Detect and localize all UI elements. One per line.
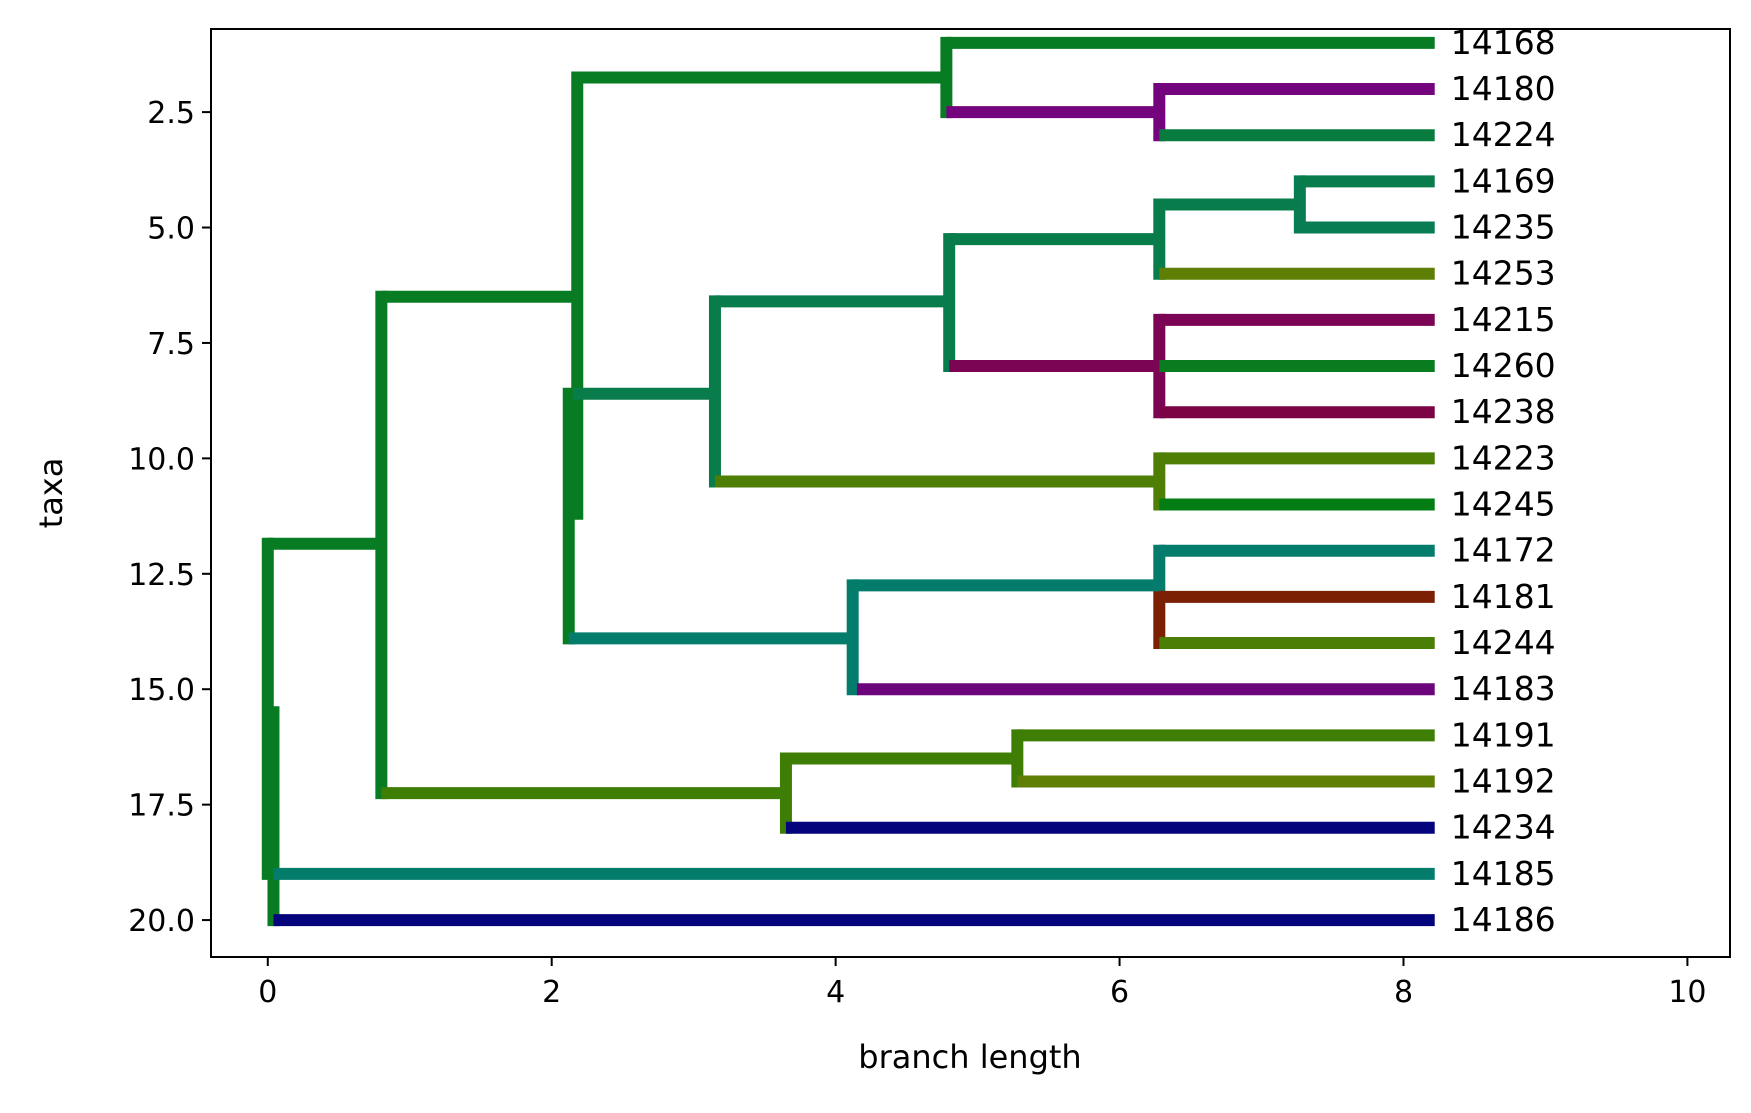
leaf-label: 14183 bbox=[1451, 669, 1556, 708]
leaf-label: 14253 bbox=[1451, 254, 1556, 293]
y-tick-label: 7.5 bbox=[147, 327, 195, 362]
leaf-label: 14238 bbox=[1451, 392, 1556, 431]
y-axis-ticks: 2.5 5.0 7.5 10.0 12.5 15.0 17.5 20.0 bbox=[128, 96, 211, 939]
branch-lines bbox=[261, 36, 1435, 927]
y-tick-label: 20.0 bbox=[128, 904, 195, 939]
leaf-label: 14169 bbox=[1451, 161, 1556, 200]
leaf-label: 14172 bbox=[1451, 531, 1556, 570]
leaf-label: 14244 bbox=[1451, 623, 1556, 662]
leaf-label: 14215 bbox=[1451, 300, 1556, 339]
x-tick-label: 0 bbox=[258, 975, 277, 1010]
x-tick-label: 6 bbox=[1110, 975, 1129, 1010]
y-tick-label: 17.5 bbox=[128, 789, 195, 824]
x-tick-label: 2 bbox=[542, 975, 561, 1010]
leaf-label: 14186 bbox=[1451, 900, 1556, 939]
leaf-label: 14180 bbox=[1451, 69, 1556, 108]
y-tick-label: 5.0 bbox=[147, 212, 195, 247]
leaf-label: 14192 bbox=[1451, 762, 1556, 801]
y-tick-label: 12.5 bbox=[128, 558, 195, 593]
y-tick-label: 15.0 bbox=[128, 673, 195, 708]
leaf-label: 14224 bbox=[1451, 115, 1556, 154]
y-tick-label: 10.0 bbox=[128, 442, 195, 477]
leaf-label: 14223 bbox=[1451, 438, 1556, 477]
y-tick-label: 2.5 bbox=[147, 96, 195, 131]
leaf-label: 14181 bbox=[1451, 577, 1556, 616]
x-axis-ticks: 0 2 4 6 8 10 bbox=[258, 957, 1707, 1010]
leaf-label: 14235 bbox=[1451, 208, 1556, 247]
y-axis-label: taxa bbox=[32, 458, 70, 529]
x-tick-label: 8 bbox=[1394, 975, 1413, 1010]
x-axis-label: branch length bbox=[858, 1038, 1081, 1076]
plot-frame bbox=[210, 28, 1731, 958]
leaf-labels: 1416814180142241416914235142531421514260… bbox=[1451, 23, 1556, 939]
leaf-label: 14191 bbox=[1451, 715, 1556, 754]
x-tick-label: 10 bbox=[1668, 975, 1706, 1010]
leaf-label: 14260 bbox=[1451, 346, 1556, 385]
leaf-label: 14234 bbox=[1451, 808, 1556, 847]
leaf-label: 14185 bbox=[1451, 854, 1556, 893]
leaf-label: 14245 bbox=[1451, 485, 1556, 524]
x-tick-label: 4 bbox=[826, 975, 845, 1010]
